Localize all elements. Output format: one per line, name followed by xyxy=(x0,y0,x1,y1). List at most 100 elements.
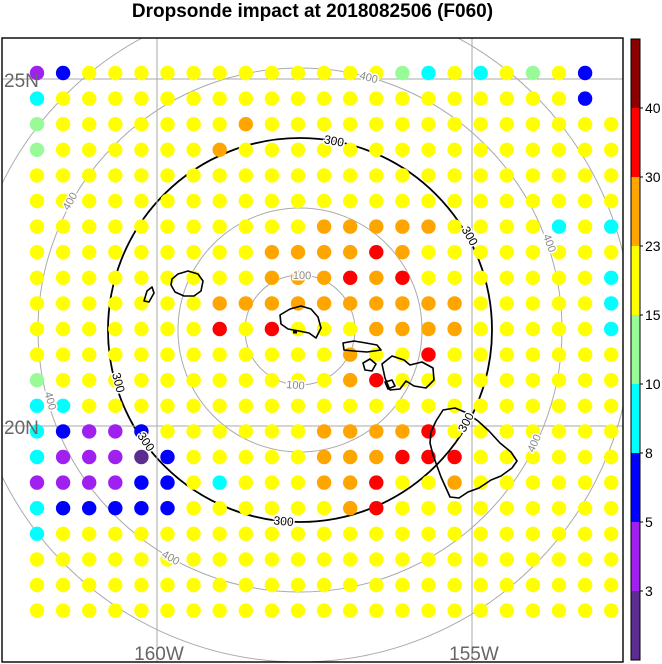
impact-dot xyxy=(525,373,541,388)
impact-dot xyxy=(134,193,149,209)
impact-dot xyxy=(290,526,306,541)
impact-dot xyxy=(108,449,123,465)
impact-dot xyxy=(238,168,253,183)
impact-dot xyxy=(212,449,227,465)
impact-dot xyxy=(473,296,488,311)
impact-dot xyxy=(316,270,332,285)
impact-dot xyxy=(264,91,280,106)
impact-dot xyxy=(55,526,71,541)
impact-dot xyxy=(369,219,384,234)
impact-dot xyxy=(421,501,436,516)
impact-dot xyxy=(473,65,488,81)
impact-dot xyxy=(160,449,175,465)
impact-dot xyxy=(290,245,306,260)
impact-dot xyxy=(264,270,280,285)
island-maui xyxy=(381,355,435,391)
impact-dot xyxy=(108,270,123,285)
ring-label-300: 300 xyxy=(109,371,128,394)
impact-dot xyxy=(212,577,227,593)
impact-dot xyxy=(212,603,227,618)
impact-dot xyxy=(212,219,227,234)
impact-dot xyxy=(343,577,358,593)
impact-dot xyxy=(343,449,358,465)
impact-dot xyxy=(316,193,332,209)
impact-dot xyxy=(82,245,97,260)
impact-dot xyxy=(290,142,306,157)
impact-dot xyxy=(473,193,488,209)
impact-dot xyxy=(343,91,358,106)
impact-dot xyxy=(577,603,593,618)
impact-dot xyxy=(604,424,619,439)
impact-dot xyxy=(395,526,410,541)
impact-dot xyxy=(212,296,227,311)
impact-dot xyxy=(577,245,593,260)
impact-dot xyxy=(551,552,567,567)
impact-dot xyxy=(134,398,149,413)
impact-dot xyxy=(264,577,280,593)
island-niihau xyxy=(143,286,155,303)
ring-label-100: 100 xyxy=(286,379,305,393)
impact-dot xyxy=(108,526,123,541)
impact-dot xyxy=(108,475,123,490)
impact-dot xyxy=(369,603,384,618)
impact-dot xyxy=(160,142,175,157)
impact-dot xyxy=(525,296,541,311)
impact-dot xyxy=(290,603,306,618)
impact-dot xyxy=(134,296,149,311)
impact-dot xyxy=(134,91,149,106)
impact-dot xyxy=(369,501,384,516)
impact-dot xyxy=(525,193,541,209)
lat-label: 20N xyxy=(4,418,39,439)
impact-dot xyxy=(447,65,462,81)
impact-dot xyxy=(212,91,227,106)
impact-dot xyxy=(551,501,567,516)
range-ring-300 xyxy=(107,137,493,523)
impact-dot xyxy=(316,91,332,106)
impact-dot xyxy=(551,475,567,490)
impact-dot xyxy=(134,321,149,337)
impact-dot xyxy=(108,347,123,362)
lon-label: 155W xyxy=(449,644,499,664)
impact-dot xyxy=(264,424,280,439)
impact-dot xyxy=(473,142,488,157)
impact-dot xyxy=(238,193,253,209)
impact-dot xyxy=(473,117,488,132)
impact-dot xyxy=(604,296,619,311)
impact-dot xyxy=(238,552,253,567)
impact-dot xyxy=(525,117,541,132)
impact-dot xyxy=(395,296,410,311)
impact-dot xyxy=(421,577,436,593)
impact-dot xyxy=(343,142,358,157)
impact-dot xyxy=(55,168,71,183)
impact-dot xyxy=(421,475,436,490)
impact-dot xyxy=(82,424,97,439)
impact-dot xyxy=(108,321,123,337)
impact-dot xyxy=(395,91,410,106)
impact-dot xyxy=(447,398,462,413)
impact-dot xyxy=(212,117,227,132)
impact-dot xyxy=(369,245,384,260)
impact-dot xyxy=(604,449,619,465)
impact-dot xyxy=(316,577,332,593)
impact-dot xyxy=(186,65,201,81)
impact-dot xyxy=(395,117,410,132)
impact-dot xyxy=(264,168,280,183)
impact-dot xyxy=(343,526,358,541)
impact-dot xyxy=(55,552,71,567)
impact-dot xyxy=(499,91,514,106)
impact-dot xyxy=(238,449,253,465)
impact-dot xyxy=(447,475,462,490)
impact-dot xyxy=(55,475,71,490)
impact-dot xyxy=(525,475,541,490)
impact-dot xyxy=(108,193,123,209)
impact-dot xyxy=(447,424,462,439)
impact-dot xyxy=(160,65,175,81)
impact-dot xyxy=(604,501,619,516)
impact-dot xyxy=(55,603,71,618)
impact-dot xyxy=(395,219,410,234)
impact-dot xyxy=(604,245,619,260)
impact-dot xyxy=(29,475,45,490)
impact-dot xyxy=(160,321,175,337)
impact-dot xyxy=(447,193,462,209)
impact-dot xyxy=(82,398,97,413)
